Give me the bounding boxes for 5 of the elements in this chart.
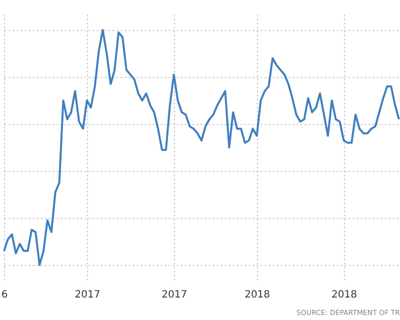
x-tick-label: 2017: [162, 290, 188, 300]
x-tick-label: 6: [1, 290, 8, 300]
x-tick-label: 2017: [74, 290, 100, 300]
x-tick-label: 2018: [244, 290, 270, 300]
x-tick-label: 2018: [331, 290, 357, 300]
